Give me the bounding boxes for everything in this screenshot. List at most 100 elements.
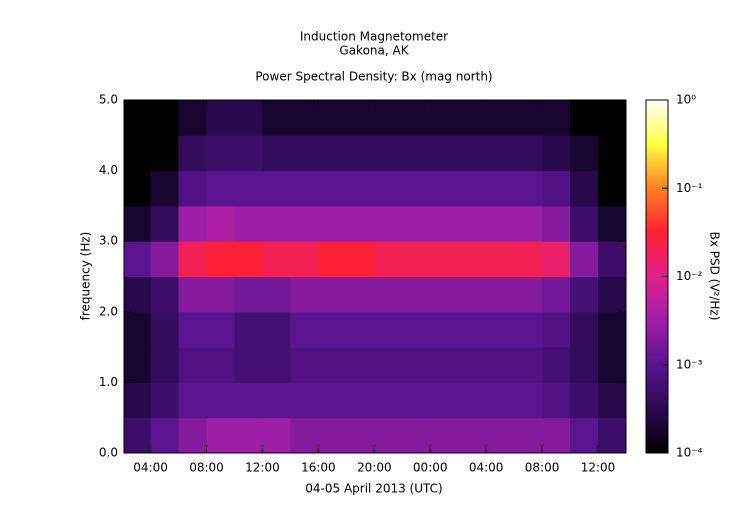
chart-title: Induction Magnetometer: [300, 30, 448, 44]
x-tick-label: 16:00: [301, 461, 336, 475]
heatmap-cell: [346, 382, 375, 419]
heatmap-cell: [318, 241, 347, 277]
heatmap-cell: [486, 347, 515, 383]
heatmap-cell: [430, 276, 459, 313]
heatmap-cell: [570, 382, 599, 419]
heatmap-cell: [318, 205, 347, 242]
heatmap-cell: [290, 382, 319, 419]
heatmap-cell: [458, 311, 487, 348]
heatmap-cell: [290, 170, 319, 207]
heatmap-cell: [178, 311, 208, 348]
heatmap-cell: [346, 170, 375, 207]
x-tick-label: 08:00: [189, 461, 224, 475]
heatmap-cell: [542, 241, 571, 277]
heatmap-cell: [486, 135, 515, 172]
heatmap-cell: [542, 135, 571, 172]
heatmap-cell: [206, 241, 235, 277]
y-tick-label: 2.0: [99, 304, 118, 318]
y-tick-label: 0.0: [99, 446, 118, 460]
heatmap-cell: [124, 241, 152, 277]
chart-subtitle: Gakona, AK: [339, 44, 409, 58]
heatmap-cell: [374, 170, 403, 207]
heatmap-cell: [290, 276, 319, 313]
y-tick-label: 1.0: [99, 375, 118, 389]
heatmap-cell: [234, 347, 263, 383]
heatmap-cell: [206, 205, 235, 242]
heatmap-cell: [234, 241, 263, 277]
heatmap-cell: [234, 205, 263, 242]
heatmap-cell: [346, 205, 375, 242]
heatmap-cell: [150, 135, 180, 172]
x-tick-label: 12:00: [581, 461, 616, 475]
heatmap-cell: [124, 311, 152, 348]
heatmap-cell: [262, 347, 291, 383]
colorbar-tick-label: 10⁻³: [676, 357, 703, 371]
heatmap-cell: [598, 205, 627, 242]
heatmap-cell: [318, 276, 347, 313]
heatmap-cell: [262, 241, 291, 277]
heatmap-cell: [150, 205, 180, 242]
heatmap-cell: [458, 276, 487, 313]
heatmap-cell: [206, 135, 235, 172]
heatmap-cell: [542, 205, 571, 242]
heatmap-cell: [402, 100, 431, 136]
heatmap-cell: [206, 311, 235, 348]
heatmap-cell: [262, 417, 291, 454]
heatmap-cell: [598, 417, 627, 454]
heatmap-cell: [290, 241, 319, 277]
heatmap-cell: [124, 382, 152, 419]
x-tick-label: 08:00: [525, 461, 560, 475]
heatmap-cell: [514, 417, 543, 454]
heatmap-cell: [402, 382, 431, 419]
heatmap-cell: [598, 135, 627, 172]
y-tick-label: 5.0: [99, 93, 118, 107]
heatmap-cell: [262, 100, 291, 136]
heatmap-cell: [542, 170, 571, 207]
heatmap-cell: [318, 100, 347, 136]
heatmap-cell: [514, 276, 543, 313]
heatmap-cell: [346, 276, 375, 313]
heatmap-cell: [570, 241, 599, 277]
heatmap-cell: [430, 417, 459, 454]
x-tick-label: 20:00: [357, 461, 392, 475]
heatmap-cell: [430, 205, 459, 242]
heatmap-cell: [290, 135, 319, 172]
heatmap-cell: [124, 170, 152, 207]
heatmap-cell: [206, 382, 235, 419]
heatmap-cell: [150, 347, 180, 383]
x-tick-label: 12:00: [245, 461, 280, 475]
heatmap-cell: [514, 135, 543, 172]
heatmap-cell: [150, 417, 180, 454]
heatmap-cell: [486, 241, 515, 277]
heatmap-cell: [402, 241, 431, 277]
heatmap-cell: [430, 311, 459, 348]
heatmap-cell: [486, 170, 515, 207]
heatmap-cell: [178, 347, 208, 383]
heatmap-cell: [458, 417, 487, 454]
heatmap-cell: [430, 347, 459, 383]
heatmap-cell: [178, 276, 208, 313]
heatmap-cell: [262, 276, 291, 313]
heatmap-cell: [290, 100, 319, 136]
heatmap-cell: [542, 347, 571, 383]
heatmap-cell: [514, 382, 543, 419]
heatmap-cell: [598, 276, 627, 313]
heatmap-cell: [514, 205, 543, 242]
heatmap-cell: [234, 276, 263, 313]
heatmap-cell: [458, 241, 487, 277]
heatmap-cell: [318, 170, 347, 207]
heatmap-cell: [542, 382, 571, 419]
colorbar-tick-label: 10⁻⁴: [676, 446, 703, 460]
heatmap-cell: [262, 382, 291, 419]
heatmap-cell: [570, 347, 599, 383]
heatmap-cell: [542, 100, 571, 136]
heatmap-cell: [402, 205, 431, 242]
plot-frame: [123, 99, 627, 454]
heatmap-cell: [290, 417, 319, 454]
heatmap-cell: [234, 170, 263, 207]
heatmap-cell: [206, 347, 235, 383]
heatmap-cell: [514, 241, 543, 277]
heatmap-cell: [570, 276, 599, 313]
heatmap-cell: [486, 311, 515, 348]
